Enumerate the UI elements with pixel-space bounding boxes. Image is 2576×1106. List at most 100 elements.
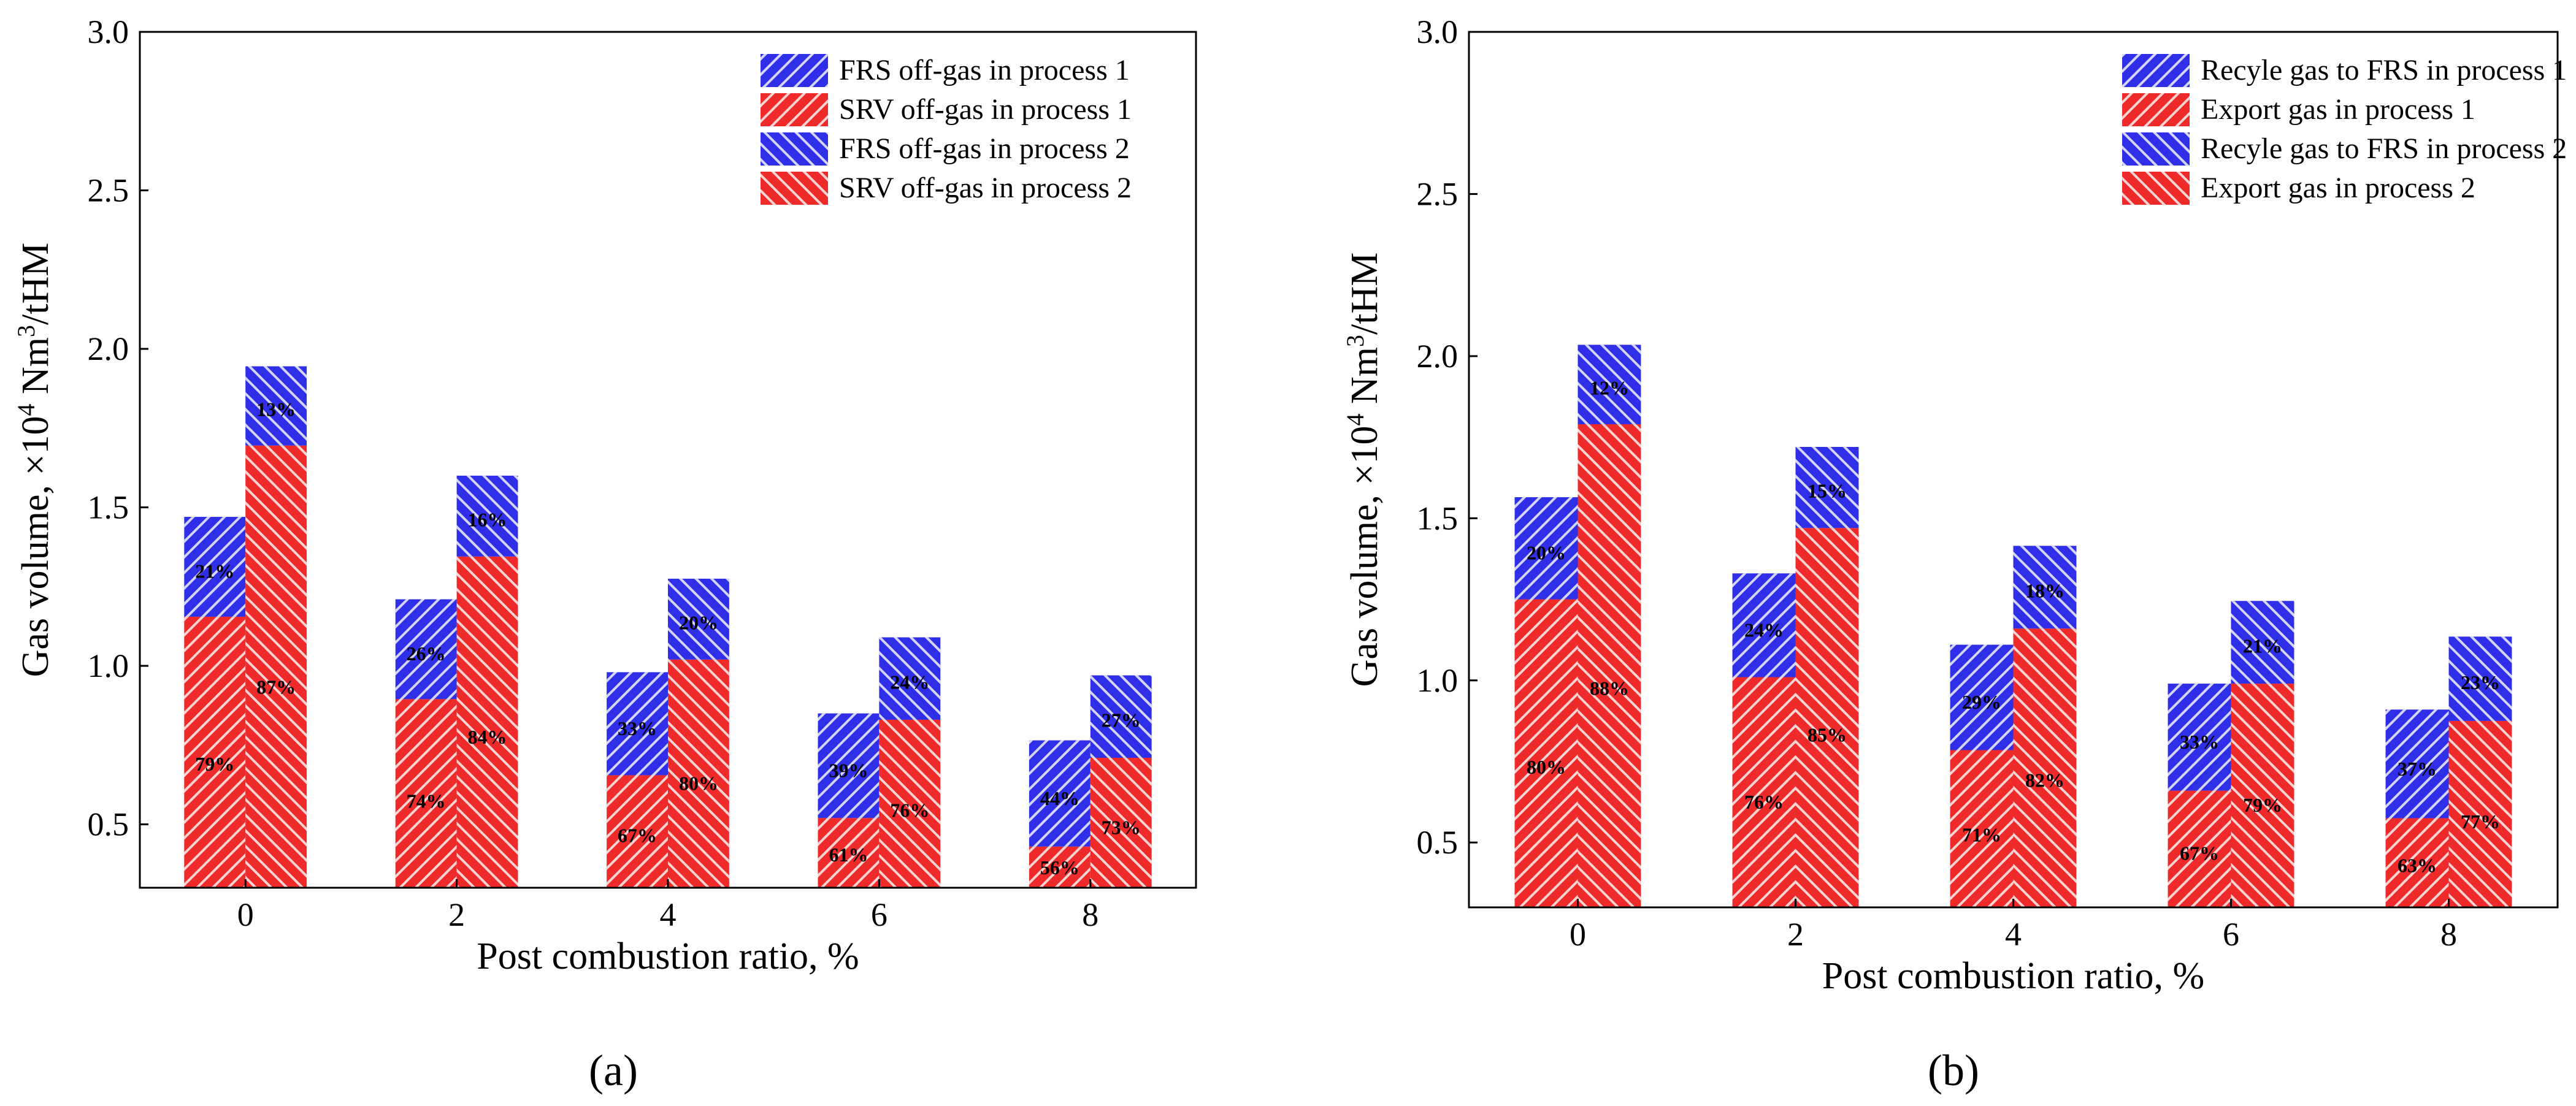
bar-bottom-pct-label: 76% (1744, 791, 1784, 813)
x-tick-label: 6 (871, 896, 887, 933)
bar-hatch (2168, 684, 2231, 791)
bar-top-pct-label: 37% (2398, 758, 2437, 780)
bar-process1-bottom (607, 775, 668, 888)
y-tick-label: 1.5 (1417, 500, 1459, 536)
bar-hatch (245, 445, 307, 888)
bar-process2-top (2013, 546, 2077, 629)
bar-process1-top (2385, 709, 2449, 818)
bar-hatch (2168, 790, 2231, 907)
bar-hatch (395, 599, 457, 700)
bar-top-pct-label: 15% (1807, 480, 1847, 502)
bar-process2-bottom (245, 445, 307, 888)
bar-top-pct-label: 23% (2461, 671, 2500, 693)
legend-entry: Recyle gas to FRS in process 1 (2122, 54, 2567, 87)
bar-top-pct-label: 33% (2180, 731, 2219, 753)
legend-label: FRS off-gas in process 1 (839, 54, 1130, 86)
bar-bottom-pct-label: 84% (468, 726, 507, 748)
plot-frame (1468, 31, 2559, 909)
bar-process2-top (2448, 636, 2512, 721)
bar-top-pct-label: 18% (2025, 579, 2064, 601)
bar-bottom-pct-label: 71% (1962, 824, 2001, 846)
bar-process1-top (1029, 740, 1091, 847)
bar-process2-top (1577, 345, 1641, 424)
bar-process1-bottom (184, 616, 246, 888)
x-tick-label: 4 (2005, 916, 2022, 953)
legend-label: Recyle gas to FRS in process 1 (2201, 54, 2567, 86)
y-tick-label: 3.0 (88, 13, 129, 50)
y-tick-label: 0.5 (1417, 824, 1459, 861)
bar-process2-top (1795, 446, 1859, 528)
legend-label: Export gas in process 2 (2201, 172, 2475, 204)
bar-top-pct-label: 21% (195, 560, 234, 582)
bar-bottom-pct-label: 80% (1527, 756, 1566, 778)
bar-hatch (2013, 628, 2077, 907)
y-axis-label-part: Nm (15, 337, 56, 404)
bar-top-pct-label: 29% (1962, 691, 2001, 713)
bar-process1-bottom (395, 699, 457, 888)
bar-hatch (1029, 846, 1091, 888)
bar-hatch (668, 659, 729, 888)
bar-top-pct-label: 12% (1590, 377, 1629, 399)
bar-top-pct-label: 26% (407, 643, 446, 665)
bar-top-pct-label: 21% (2243, 635, 2282, 657)
panel-label: (b) (1928, 1046, 1979, 1095)
bar-hatch (2013, 546, 2077, 629)
bar-process2-bottom (1577, 424, 1641, 907)
bar-bottom-pct-label: 79% (195, 753, 234, 775)
bar-process1-top (2168, 684, 2231, 791)
legend-label: SRV off-gas in process 2 (839, 172, 1132, 204)
bar-hatch (607, 775, 668, 888)
bar-process2-top (245, 366, 307, 446)
x-tick-label: 8 (1082, 896, 1098, 933)
bar-process2-bottom (668, 659, 729, 888)
y-axis-label-part: 4 (12, 404, 40, 416)
bar-hatch (1732, 677, 1796, 907)
bar-bottom-pct-label: 73% (1102, 817, 1141, 839)
x-tick-label: 2 (448, 896, 465, 933)
bar-hatch (1795, 446, 1859, 528)
bar-hatch (2385, 818, 2449, 907)
bar-process1-top (818, 713, 880, 818)
legend-label: Export gas in process 1 (2201, 93, 2475, 126)
y-tick-label: 2.5 (88, 172, 129, 209)
bar-process1-top (395, 599, 457, 700)
bar-bottom-pct-label: 82% (2025, 769, 2064, 791)
bar-top-pct-label: 44% (1040, 787, 1079, 809)
legend-entry: FRS off-gas in process 1 (761, 54, 1130, 87)
bar-process2-top (879, 637, 941, 720)
legend-entry: SRV off-gas in process 1 (761, 93, 1132, 126)
bar-hatch (818, 818, 880, 888)
bar-hatch (1090, 758, 1152, 888)
bar-top-pct-label: 33% (618, 717, 657, 739)
bar-hatch (456, 475, 518, 557)
x-tick-label: 0 (1570, 916, 1586, 953)
bar-process1-bottom (2385, 818, 2449, 907)
y-axis-label: Gas volume, ×104 Nm3/tHM (1341, 253, 1386, 687)
bar-bottom-pct-label: 74% (407, 790, 446, 812)
legend-swatch-hatch (2122, 172, 2190, 205)
y-axis-label-part: 4 (1341, 414, 1369, 426)
y-axis-label-part: Gas volume, ×10 (1344, 426, 1386, 687)
bar-hatch (2448, 636, 2512, 721)
bar-process2-bottom (2013, 628, 2077, 907)
bar-hatch (184, 616, 246, 888)
bar-hatch (1577, 345, 1641, 424)
y-axis-label-part: Gas volume, ×10 (15, 416, 56, 677)
plot-frame (139, 31, 1197, 889)
bar-process2-bottom (1795, 528, 1859, 907)
x-tick-label: 8 (2440, 916, 2457, 953)
bar-hatch (879, 637, 941, 720)
bar-hatch (668, 578, 729, 660)
legend-swatch-hatch (761, 172, 828, 205)
bar-top-pct-label: 13% (256, 399, 296, 421)
x-axis-label: Post combustion ratio, % (477, 936, 859, 977)
bar-process1-top (184, 517, 246, 617)
bar-process1-top (1514, 497, 1578, 600)
bar-process2-top (456, 475, 518, 557)
bar-bottom-pct-label: 79% (2243, 794, 2282, 816)
legend-swatch-hatch (761, 54, 828, 87)
bar-process1-bottom (1950, 750, 2014, 907)
bar-process2-bottom (1090, 758, 1152, 888)
bar-hatch (456, 556, 518, 888)
y-tick-label: 0.5 (88, 806, 129, 843)
